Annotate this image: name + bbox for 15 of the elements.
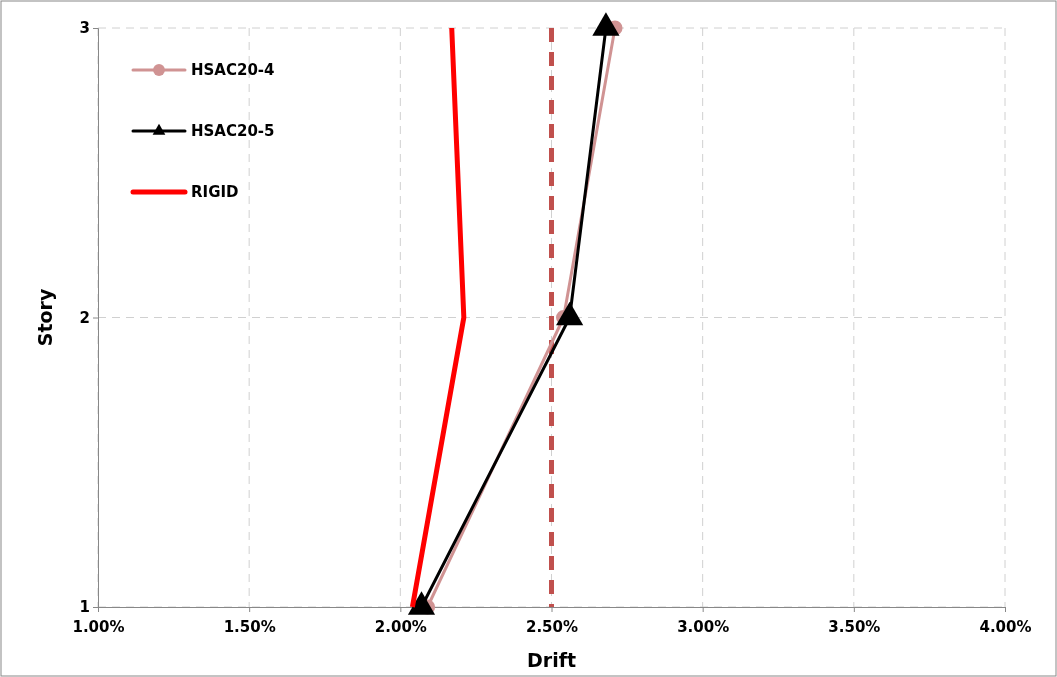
legend-label: HSAC20-5 [191,122,275,140]
y-tick-label: 1 [79,598,90,617]
x-tick-label: 2.50% [525,617,579,636]
legend-label: HSAC20-4 [191,61,275,79]
x-tick-label: 4.00% [979,617,1032,636]
y-axis-title: Story [34,288,56,347]
x-tick-label: 3.50% [828,617,881,636]
x-tick-label: 1.00% [72,617,125,636]
x-axis-title: Drift [526,649,577,671]
x-tick-label: 2.00% [374,617,427,636]
x-tick-label: 1.50% [223,617,276,636]
x-tick-label: 3.00% [677,617,730,636]
y-tick-label: 3 [79,19,90,38]
y-tick-label: 2 [79,308,90,327]
legend-label: RIGID [191,183,239,201]
